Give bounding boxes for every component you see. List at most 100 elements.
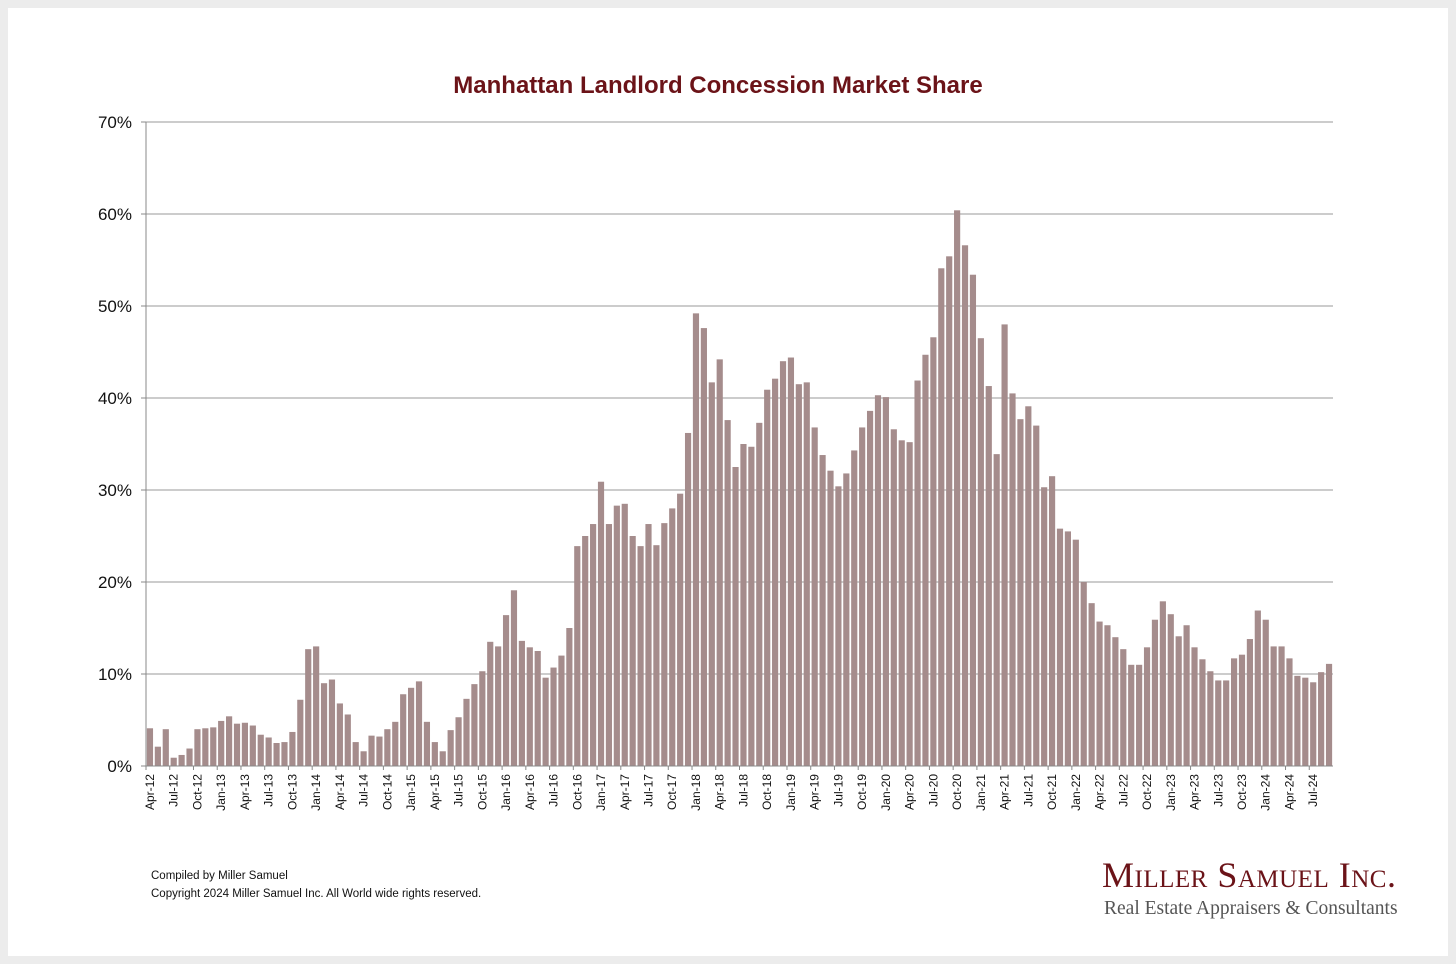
bar bbox=[1215, 680, 1222, 766]
bar bbox=[605, 524, 613, 766]
x-tick-label: Jul-23 bbox=[1211, 774, 1225, 807]
bar bbox=[328, 679, 336, 766]
bar bbox=[629, 536, 636, 766]
x-tick-label: Jul-24 bbox=[1306, 774, 1320, 807]
y-tick-label: 0% bbox=[107, 757, 132, 776]
x-tick-label: Oct-20 bbox=[950, 774, 964, 810]
bar bbox=[866, 410, 874, 766]
y-tick-label: 50% bbox=[98, 297, 132, 316]
bar bbox=[1056, 528, 1064, 766]
bar bbox=[1048, 476, 1056, 766]
bar bbox=[502, 615, 510, 766]
bar bbox=[344, 714, 351, 766]
bar bbox=[455, 717, 462, 766]
bar bbox=[954, 210, 961, 766]
bar bbox=[748, 446, 755, 766]
bar bbox=[1151, 619, 1159, 766]
bar bbox=[170, 757, 177, 766]
x-tick-label: Jul-15 bbox=[452, 774, 466, 807]
bar bbox=[558, 655, 565, 766]
x-tick-label: Jan-13 bbox=[214, 774, 228, 811]
bar bbox=[439, 751, 446, 766]
x-tick-label: Jul-22 bbox=[1116, 774, 1130, 807]
x-tick-label: Jan-14 bbox=[309, 774, 323, 811]
bar bbox=[819, 455, 826, 766]
bar bbox=[582, 536, 589, 766]
bar bbox=[218, 720, 225, 766]
bar bbox=[890, 429, 897, 766]
bar bbox=[898, 440, 905, 766]
bar bbox=[724, 420, 731, 766]
y-tick-labels: 0% 10% 20% 30% 40% 50% 60% 70% bbox=[98, 113, 132, 776]
bar bbox=[1104, 625, 1111, 766]
bar bbox=[1088, 603, 1095, 766]
bar bbox=[859, 427, 866, 766]
bar bbox=[653, 545, 660, 766]
bar bbox=[1064, 531, 1071, 766]
bar bbox=[874, 395, 882, 766]
bar bbox=[1001, 324, 1008, 766]
y-tick-label: 10% bbox=[98, 665, 132, 684]
bar bbox=[700, 328, 707, 766]
bar bbox=[1096, 621, 1103, 766]
x-tick-label: Jul-20 bbox=[926, 774, 940, 807]
bar bbox=[961, 245, 969, 766]
x-tick-label: Jul-19 bbox=[831, 774, 845, 807]
bar bbox=[1120, 649, 1127, 766]
bar bbox=[162, 729, 169, 766]
bar bbox=[764, 389, 771, 766]
chart-title: Manhattan Landlord Concession Market Sha… bbox=[453, 72, 983, 99]
x-tick-label: Apr-21 bbox=[998, 774, 1012, 810]
bar bbox=[305, 649, 312, 766]
y-tick-label: 70% bbox=[98, 113, 132, 132]
x-tick-label: Jul-21 bbox=[1021, 774, 1035, 807]
y-tick-label: 60% bbox=[98, 205, 132, 224]
x-tick-label: Jan-17 bbox=[594, 774, 608, 811]
bar bbox=[811, 427, 818, 766]
bar bbox=[518, 640, 525, 766]
x-tick-label: Jan-18 bbox=[689, 774, 703, 811]
bar bbox=[1238, 654, 1246, 766]
bar bbox=[645, 524, 652, 766]
bar bbox=[415, 681, 423, 766]
bar bbox=[400, 694, 407, 766]
bar bbox=[938, 268, 945, 766]
bar bbox=[590, 524, 597, 766]
bar bbox=[692, 313, 700, 766]
bar bbox=[1318, 672, 1325, 766]
x-tick-label: Apr-13 bbox=[238, 774, 252, 810]
bar bbox=[336, 703, 343, 766]
bars bbox=[146, 210, 1333, 766]
bar bbox=[194, 729, 201, 766]
axes bbox=[141, 121, 1333, 770]
bar bbox=[526, 647, 533, 766]
bar bbox=[210, 727, 217, 766]
x-tick-label: Jan-24 bbox=[1259, 774, 1273, 811]
y-tick-label: 40% bbox=[98, 389, 132, 408]
bar bbox=[1294, 675, 1301, 766]
x-tick-label: Apr-19 bbox=[808, 774, 822, 810]
bar bbox=[510, 590, 518, 766]
x-tick-label: Oct-19 bbox=[855, 774, 869, 810]
bar bbox=[1183, 625, 1190, 766]
x-tick-label: Oct-15 bbox=[475, 774, 489, 810]
x-tick-label: Jul-14 bbox=[357, 774, 371, 807]
x-tick-label: Jan-16 bbox=[499, 774, 513, 811]
bar bbox=[756, 422, 763, 766]
bar bbox=[1080, 582, 1087, 766]
bar bbox=[1262, 619, 1269, 766]
bar bbox=[534, 651, 541, 766]
bar bbox=[1302, 677, 1309, 766]
bar bbox=[1191, 647, 1198, 766]
company-logo: Miller Samuel Inc. bbox=[1102, 855, 1397, 895]
bar bbox=[186, 748, 193, 766]
bar bbox=[1009, 393, 1016, 766]
bar bbox=[376, 736, 383, 766]
bar bbox=[1278, 646, 1285, 766]
bar bbox=[313, 646, 320, 766]
bar bbox=[495, 646, 502, 766]
bar bbox=[922, 354, 929, 766]
bar bbox=[1254, 610, 1261, 766]
x-tick-label: Jan-23 bbox=[1164, 774, 1178, 811]
bar bbox=[661, 523, 668, 766]
